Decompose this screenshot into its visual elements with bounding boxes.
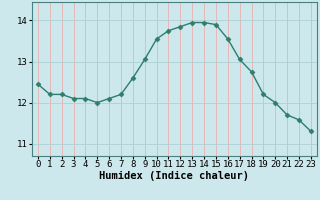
X-axis label: Humidex (Indice chaleur): Humidex (Indice chaleur) [100,171,249,181]
